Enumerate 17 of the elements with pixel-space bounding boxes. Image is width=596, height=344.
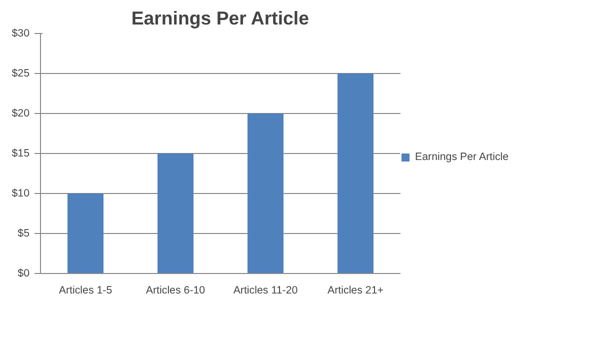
y-tick-label: $5 [18,228,30,240]
y-tick-label: $20 [12,108,30,120]
x-tick-label: Articles 1-5 [58,284,112,296]
chart-title: Earnings Per Article [131,8,309,28]
bar [248,114,284,274]
y-tick-label: $30 [12,28,30,40]
y-tick-label: $25 [12,68,30,80]
bar [338,74,374,274]
x-tick-label: Articles 6-10 [146,284,206,296]
x-tick-label: Articles 11-20 [233,284,298,296]
legend-label: Earnings Per Article [415,151,509,163]
y-tick-label: $15 [12,148,30,160]
y-tick-label: $10 [12,188,30,200]
y-tick-label: $0 [18,268,30,280]
bar [158,154,194,274]
x-tick-label: Articles 21+ [328,284,384,296]
bar [68,194,104,274]
